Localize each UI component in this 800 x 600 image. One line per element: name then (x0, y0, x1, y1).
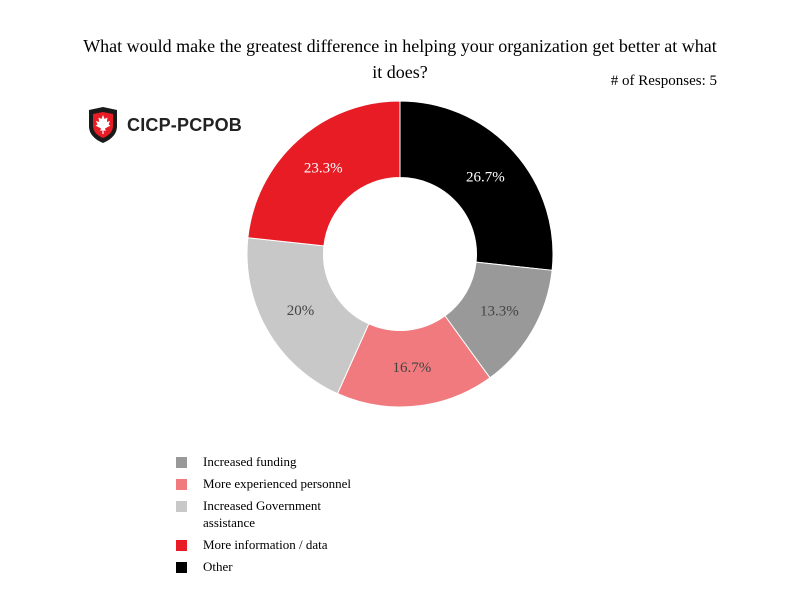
legend-swatch (176, 479, 187, 490)
pie-slice (246, 237, 370, 395)
legend-item: Other (176, 558, 436, 575)
legend-item: More information / data (176, 536, 436, 553)
legend-swatch (176, 457, 187, 468)
legend-item: Increased Government assistance (176, 497, 436, 531)
responses-count: # of Responses: 5 (610, 73, 717, 89)
legend-label: Increased Government assistance (203, 498, 322, 530)
pie-slice (247, 100, 401, 247)
logo: CICP-PCPOB (86, 105, 242, 145)
legend-label: Increased funding (203, 454, 297, 469)
legend-item: More experienced personnel (176, 475, 436, 492)
legend-swatch (176, 501, 187, 512)
slice-label: 23.3% (304, 161, 343, 177)
slice-label: 16.7% (393, 360, 432, 376)
slice-label: 26.7% (466, 169, 505, 185)
legend: Increased funding More experienced perso… (176, 453, 436, 580)
legend-label: More information / data (203, 537, 328, 552)
legend-item: Increased funding (176, 453, 436, 470)
maple-leaf-shield-icon (89, 107, 117, 143)
slice-label: 13.3% (480, 303, 519, 319)
slice-label: 20% (287, 303, 315, 319)
pie-slice (399, 100, 554, 271)
legend-label: Other (203, 559, 233, 574)
legend-swatch (176, 562, 187, 573)
logo-text: CICP-PCPOB (127, 114, 243, 135)
legend-swatch (176, 540, 187, 551)
legend-label: More experienced personnel (203, 476, 351, 491)
chart-title: What would make the greatest difference … (83, 36, 717, 82)
